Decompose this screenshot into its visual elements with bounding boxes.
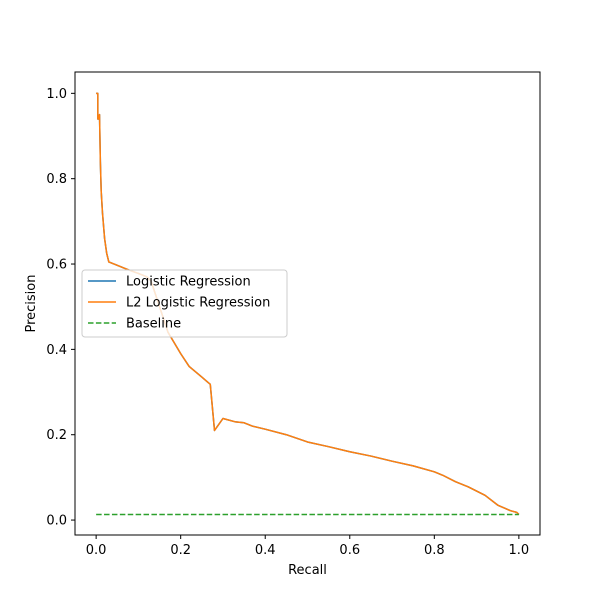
y-tick-label: 0.8	[46, 172, 67, 187]
y-tick-label: 1.0	[46, 87, 67, 102]
x-tick-label: 0.4	[255, 543, 276, 558]
y-axis: 0.0 0.2 0.4 0.6 0.8 1.0	[46, 87, 75, 529]
y-tick-label: 0.6	[46, 258, 67, 273]
y-tick-label: 0.4	[46, 343, 67, 358]
y-tick-label: 0.0	[46, 514, 67, 529]
legend-box	[81, 269, 288, 338]
series-layer	[96, 92, 520, 516]
legend-label-1: Logistic Regression	[126, 275, 251, 290]
x-tick-label: 0.6	[339, 543, 360, 558]
legend-label-3: Baseline	[126, 317, 181, 332]
x-axis-label: Recall	[288, 563, 327, 578]
y-axis-label: Precision	[24, 274, 39, 332]
series-line-2	[96, 92, 520, 516]
plot-frame	[74, 71, 541, 536]
y-tick-label: 0.2	[46, 428, 67, 443]
x-tick-label: 0.0	[86, 543, 107, 558]
x-tick-label: 1.0	[509, 543, 530, 558]
x-tick-label: 0.8	[424, 543, 445, 558]
x-tick-label: 0.2	[170, 543, 191, 558]
x-axis: 0.0 0.2 0.4 0.6 0.8 1.0	[86, 535, 529, 558]
legend-label-2: L2 Logistic Regression	[126, 296, 270, 311]
legend: Logistic Regression L2 Logistic Regressio…	[81, 269, 288, 338]
